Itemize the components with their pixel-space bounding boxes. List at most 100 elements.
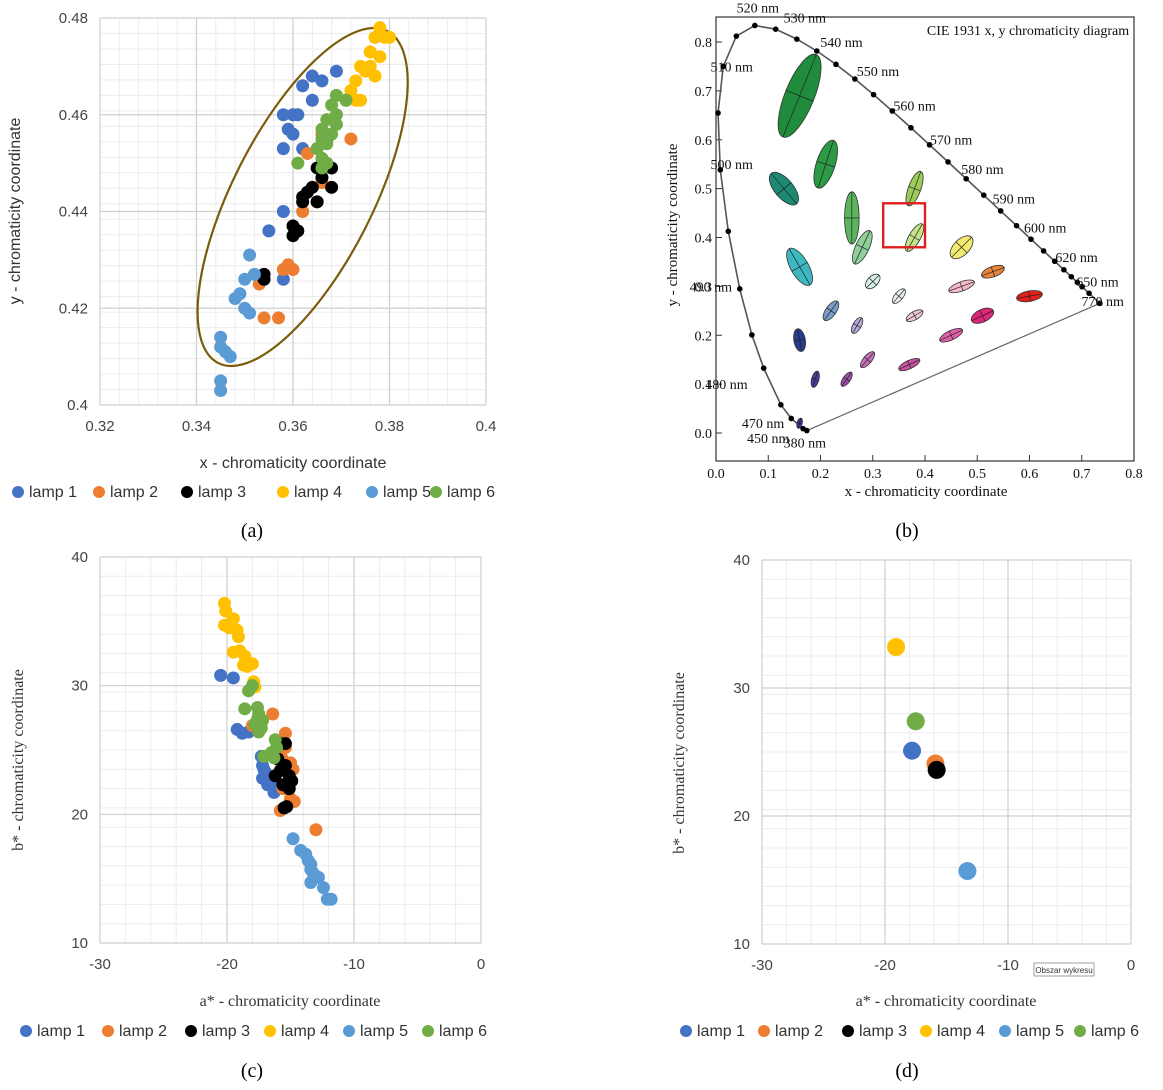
- macadam-ellipse: [949, 235, 974, 260]
- x-tick-label: 0.34: [182, 418, 211, 435]
- data-point: [245, 679, 259, 693]
- x-axis-title: a* - chromaticity coordinate: [200, 993, 381, 1010]
- chart-b-cie-diagram: 0.0 0.1 0.2 0.3 0.4 0.5 0.6 0.7 0.8 0.0 0.1 0.2 0.3 0…: [665, 2, 1143, 500]
- y-axis-title: y - chromaticity coordinate: [7, 118, 24, 305]
- data-point: [272, 311, 286, 325]
- macadam-ellipse: [796, 417, 803, 429]
- panel-label-d: (d): [895, 1060, 918, 1082]
- locus-dot: [997, 208, 1004, 214]
- wavelength-label: 570 nm: [930, 134, 973, 149]
- diagram-title: CIE 1931 x, y chromaticity diagram: [927, 24, 1129, 39]
- locus-dot: [1097, 300, 1103, 307]
- data-point: [310, 142, 324, 156]
- data-point: [238, 702, 252, 716]
- locus-dot: [963, 175, 969, 182]
- legend-marker: [366, 486, 378, 498]
- highlight-box: [882, 202, 927, 249]
- locus-dot: [926, 142, 933, 148]
- locus-dot: [813, 48, 820, 54]
- legend-label: lamp 4: [294, 484, 342, 501]
- macadam-ellipse: [948, 279, 975, 294]
- legend-label: lamp 1: [29, 484, 77, 501]
- data-point: [325, 127, 339, 141]
- macadam-ellipse: [852, 230, 873, 265]
- data-point: [276, 205, 290, 218]
- y-tick-label: 10: [733, 936, 750, 953]
- x-tick-label: 0.5: [969, 467, 987, 482]
- wavelength-label: 380 nm: [784, 437, 827, 452]
- y-tick-label: 40: [733, 552, 750, 569]
- data-point: [257, 311, 271, 325]
- locus-dot: [1028, 236, 1034, 243]
- data-point: [262, 224, 276, 238]
- ellipse-axis: [811, 377, 819, 381]
- x-tick-label: 0.2: [812, 467, 830, 482]
- legend-marker: [185, 1025, 197, 1037]
- series-lamp-5: [214, 248, 261, 397]
- data-point: [243, 248, 257, 262]
- series-lamp-6: [906, 712, 925, 731]
- ellipse-axis: [979, 309, 986, 322]
- locus-dot: [788, 415, 795, 422]
- data-point: [373, 50, 387, 64]
- macadam-ellipse: [850, 317, 864, 334]
- y-tick-label: 20: [71, 806, 88, 823]
- data-point: [291, 108, 305, 122]
- ellipse-axis: [793, 338, 806, 342]
- macadam-ellipse: [840, 371, 853, 387]
- macadam-ellipse: [1016, 290, 1043, 303]
- y-tick-label: 0.7: [695, 85, 713, 100]
- ellipse-axis: [895, 293, 903, 300]
- locus-dot: [908, 124, 914, 131]
- locus-dot: [1051, 258, 1058, 265]
- data-point: [291, 156, 305, 170]
- locus-dot: [749, 332, 755, 338]
- data-point: [214, 383, 228, 397]
- y-tick-label: 0.3: [695, 280, 713, 295]
- y-tick-label: 0.0: [695, 427, 713, 442]
- legend-label: lamp 4: [281, 1023, 329, 1040]
- locus-dot: [889, 108, 896, 114]
- data-point: [309, 823, 323, 837]
- series-lamp-5: [958, 862, 977, 881]
- locus-dot: [1079, 283, 1085, 290]
- panel-label-b: (b): [895, 520, 918, 542]
- series-lamp-4: [344, 21, 396, 107]
- macadam-ellipse: [905, 309, 924, 323]
- chart-area-tooltip-text: Obszar wykresu: [1035, 966, 1092, 975]
- wavelength-label: 470 nm: [742, 417, 785, 432]
- legend-marker: [93, 486, 105, 498]
- data-point: [286, 229, 300, 243]
- legend-marker: [430, 486, 442, 498]
- data-point: [277, 801, 291, 815]
- data-point: [363, 45, 377, 59]
- y-tick-label: 0.1: [695, 378, 713, 393]
- x-tick-label: 0: [1127, 957, 1135, 974]
- legend-label: lamp 5: [1016, 1023, 1064, 1040]
- legend-label: lamp 6: [447, 484, 495, 501]
- ellipse-axis: [785, 89, 814, 102]
- wavelength-label: 500 nm: [710, 158, 753, 173]
- ellipse-axis: [907, 360, 912, 369]
- x-tick-label: 0.7: [1073, 467, 1091, 482]
- wavelength-label: 540 nm: [820, 36, 863, 51]
- macadam-ellipse: [793, 328, 807, 352]
- locus-dot: [833, 61, 839, 68]
- x-tick-label: 0.8: [1125, 467, 1143, 482]
- y-tick-label: 30: [71, 678, 88, 695]
- y-tick-label: 0.42: [59, 300, 88, 317]
- data-point: [354, 93, 368, 107]
- series-lamp-1: [903, 741, 922, 760]
- y-tick-label: 0.8: [695, 36, 713, 51]
- legend-marker: [920, 1025, 932, 1037]
- y-tick-label: 0.5: [695, 183, 713, 198]
- legend-label: lamp 3: [202, 1023, 250, 1040]
- ellipse-axis: [855, 244, 869, 251]
- x-axis-title: a* - chromaticity coordinate: [856, 993, 1037, 1010]
- legend-label: lamp 6: [1091, 1023, 1139, 1040]
- y-tick-label: 0.4: [67, 397, 88, 414]
- data-point: [958, 862, 977, 881]
- macadam-ellipse: [768, 171, 799, 206]
- macadam-ellipse: [904, 223, 925, 252]
